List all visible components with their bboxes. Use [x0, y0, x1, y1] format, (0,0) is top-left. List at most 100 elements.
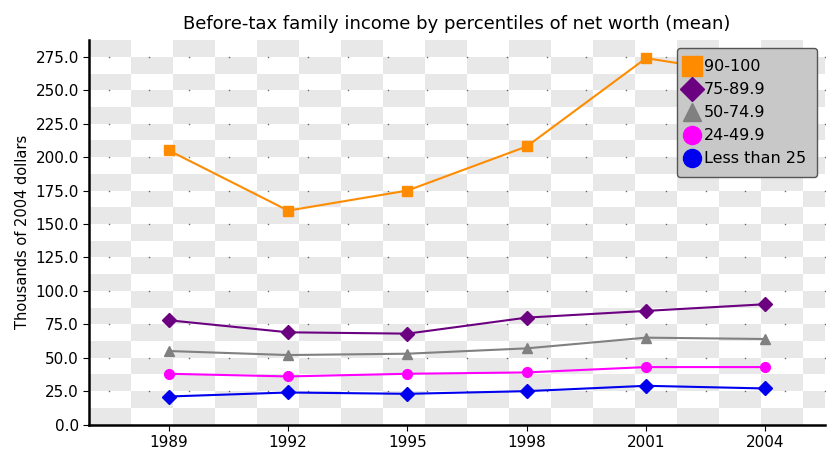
Bar	[173, 124, 215, 140]
Bar	[425, 73, 467, 90]
Bar	[719, 358, 761, 374]
Bar	[215, 291, 257, 307]
Bar	[761, 40, 803, 57]
Bar	[383, 90, 425, 107]
Bar	[341, 90, 383, 107]
Bar	[173, 391, 215, 408]
Bar	[803, 90, 840, 107]
Bar	[635, 140, 677, 157]
Bar	[215, 374, 257, 391]
Bar	[215, 40, 257, 57]
Bar	[257, 40, 299, 57]
Bar	[551, 324, 593, 341]
Bar	[383, 140, 425, 157]
Bar	[299, 124, 341, 140]
Bar	[173, 274, 215, 291]
Bar	[467, 391, 509, 408]
Bar	[803, 274, 840, 291]
Bar	[383, 107, 425, 124]
Bar	[509, 324, 551, 341]
Bar	[761, 241, 803, 258]
Bar	[89, 408, 131, 425]
Bar	[341, 307, 383, 324]
Bar	[425, 57, 467, 73]
Bar	[635, 391, 677, 408]
Bar	[215, 140, 257, 157]
Bar	[257, 107, 299, 124]
Bar	[761, 7, 803, 23]
Bar	[467, 224, 509, 241]
Bar	[509, 157, 551, 174]
Bar	[593, 207, 635, 224]
Bar	[383, 358, 425, 374]
Bar	[425, 258, 467, 274]
Bar	[173, 374, 215, 391]
Bar	[467, 23, 509, 40]
Bar	[257, 358, 299, 374]
Bar	[425, 207, 467, 224]
Bar	[131, 374, 173, 391]
Bar	[215, 73, 257, 90]
Bar	[509, 241, 551, 258]
Bar	[509, 174, 551, 191]
Bar	[719, 374, 761, 391]
Bar	[425, 157, 467, 174]
Bar	[383, 224, 425, 241]
Bar	[635, 23, 677, 40]
Bar	[383, 408, 425, 425]
Bar	[677, 358, 719, 374]
Bar	[89, 57, 131, 73]
Bar	[719, 157, 761, 174]
Bar	[299, 174, 341, 191]
Bar	[677, 241, 719, 258]
Bar	[761, 374, 803, 391]
Bar	[299, 140, 341, 157]
Bar	[719, 341, 761, 358]
Bar	[635, 57, 677, 73]
Bar	[257, 341, 299, 358]
Bar	[467, 157, 509, 174]
24-49.9	[402, 371, 412, 377]
Bar	[89, 391, 131, 408]
Bar	[803, 391, 840, 408]
Bar	[257, 124, 299, 140]
Bar	[509, 307, 551, 324]
Bar	[593, 291, 635, 307]
Bar	[89, 307, 131, 324]
Bar	[89, 140, 131, 157]
Bar	[677, 57, 719, 73]
Bar	[131, 73, 173, 90]
Bar	[131, 7, 173, 23]
Bar	[803, 157, 840, 174]
Bar	[173, 174, 215, 191]
50-74.9	[641, 335, 651, 340]
Bar	[677, 258, 719, 274]
Bar	[215, 408, 257, 425]
Bar	[803, 57, 840, 73]
Bar	[89, 40, 131, 57]
Bar	[383, 241, 425, 258]
Bar	[131, 23, 173, 40]
Bar	[299, 23, 341, 40]
Bar	[131, 307, 173, 324]
Bar	[593, 90, 635, 107]
Bar	[215, 274, 257, 291]
Bar	[509, 40, 551, 57]
Bar	[89, 258, 131, 274]
Bar	[383, 307, 425, 324]
Bar	[341, 140, 383, 157]
Bar	[677, 140, 719, 157]
Bar	[89, 7, 131, 23]
Bar	[677, 23, 719, 40]
Bar	[719, 90, 761, 107]
Bar	[257, 391, 299, 408]
Y-axis label: Thousands of 2004 dollars: Thousands of 2004 dollars	[15, 135, 30, 330]
Bar	[173, 258, 215, 274]
Bar	[677, 207, 719, 224]
Bar	[299, 40, 341, 57]
Bar	[299, 241, 341, 258]
Bar	[131, 291, 173, 307]
Bar	[593, 241, 635, 258]
Less than 25	[402, 391, 412, 397]
Bar	[551, 241, 593, 258]
